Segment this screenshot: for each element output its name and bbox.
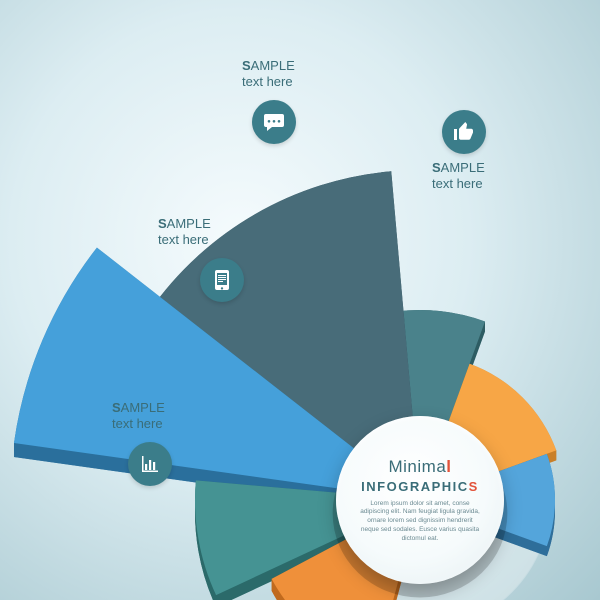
label-top-line2: text here xyxy=(242,74,295,90)
polar-area-chart xyxy=(0,0,600,600)
center-subtitle: INFOGRAPHICS xyxy=(361,479,479,494)
label-bottom-line2: text here xyxy=(112,416,165,432)
center-sub-a: INFOGRAPHIC xyxy=(361,479,469,494)
label-mid-line2: text here xyxy=(158,232,211,248)
center-sub-b: S xyxy=(469,479,479,494)
label-top: SAMPLE text here xyxy=(242,58,295,91)
center-lorem: Lorem ipsum dolor sit amet, conse adipis… xyxy=(360,500,480,544)
center-title-b: l xyxy=(446,457,451,476)
label-right-line2: text here xyxy=(432,176,485,192)
label-right-cap: S xyxy=(432,160,441,175)
chat-icon xyxy=(252,100,296,144)
bar-chart-icon xyxy=(128,442,172,486)
label-right: SAMPLE text here xyxy=(432,160,485,193)
phone-icon xyxy=(200,258,244,302)
label-mid-rest: AMPLE xyxy=(167,216,211,231)
label-right-rest: AMPLE xyxy=(441,160,485,175)
label-bottom: SAMPLE text here xyxy=(112,400,165,433)
label-bottom-rest: AMPLE xyxy=(121,400,165,415)
label-top-rest: AMPLE xyxy=(251,58,295,73)
label-top-cap: S xyxy=(242,58,251,73)
infographic-stage: SAMPLE text here SAMPLE text here SAMPLE… xyxy=(0,0,600,600)
label-mid: SAMPLE text here xyxy=(158,216,211,249)
center-title: Minimal xyxy=(388,457,451,477)
center-disc: Minimal INFOGRAPHICS Lorem ipsum dolor s… xyxy=(336,416,504,584)
thumbs-up-icon xyxy=(442,110,486,154)
center-title-a: Minima xyxy=(388,457,446,476)
label-mid-cap: S xyxy=(158,216,167,231)
label-bottom-cap: S xyxy=(112,400,121,415)
